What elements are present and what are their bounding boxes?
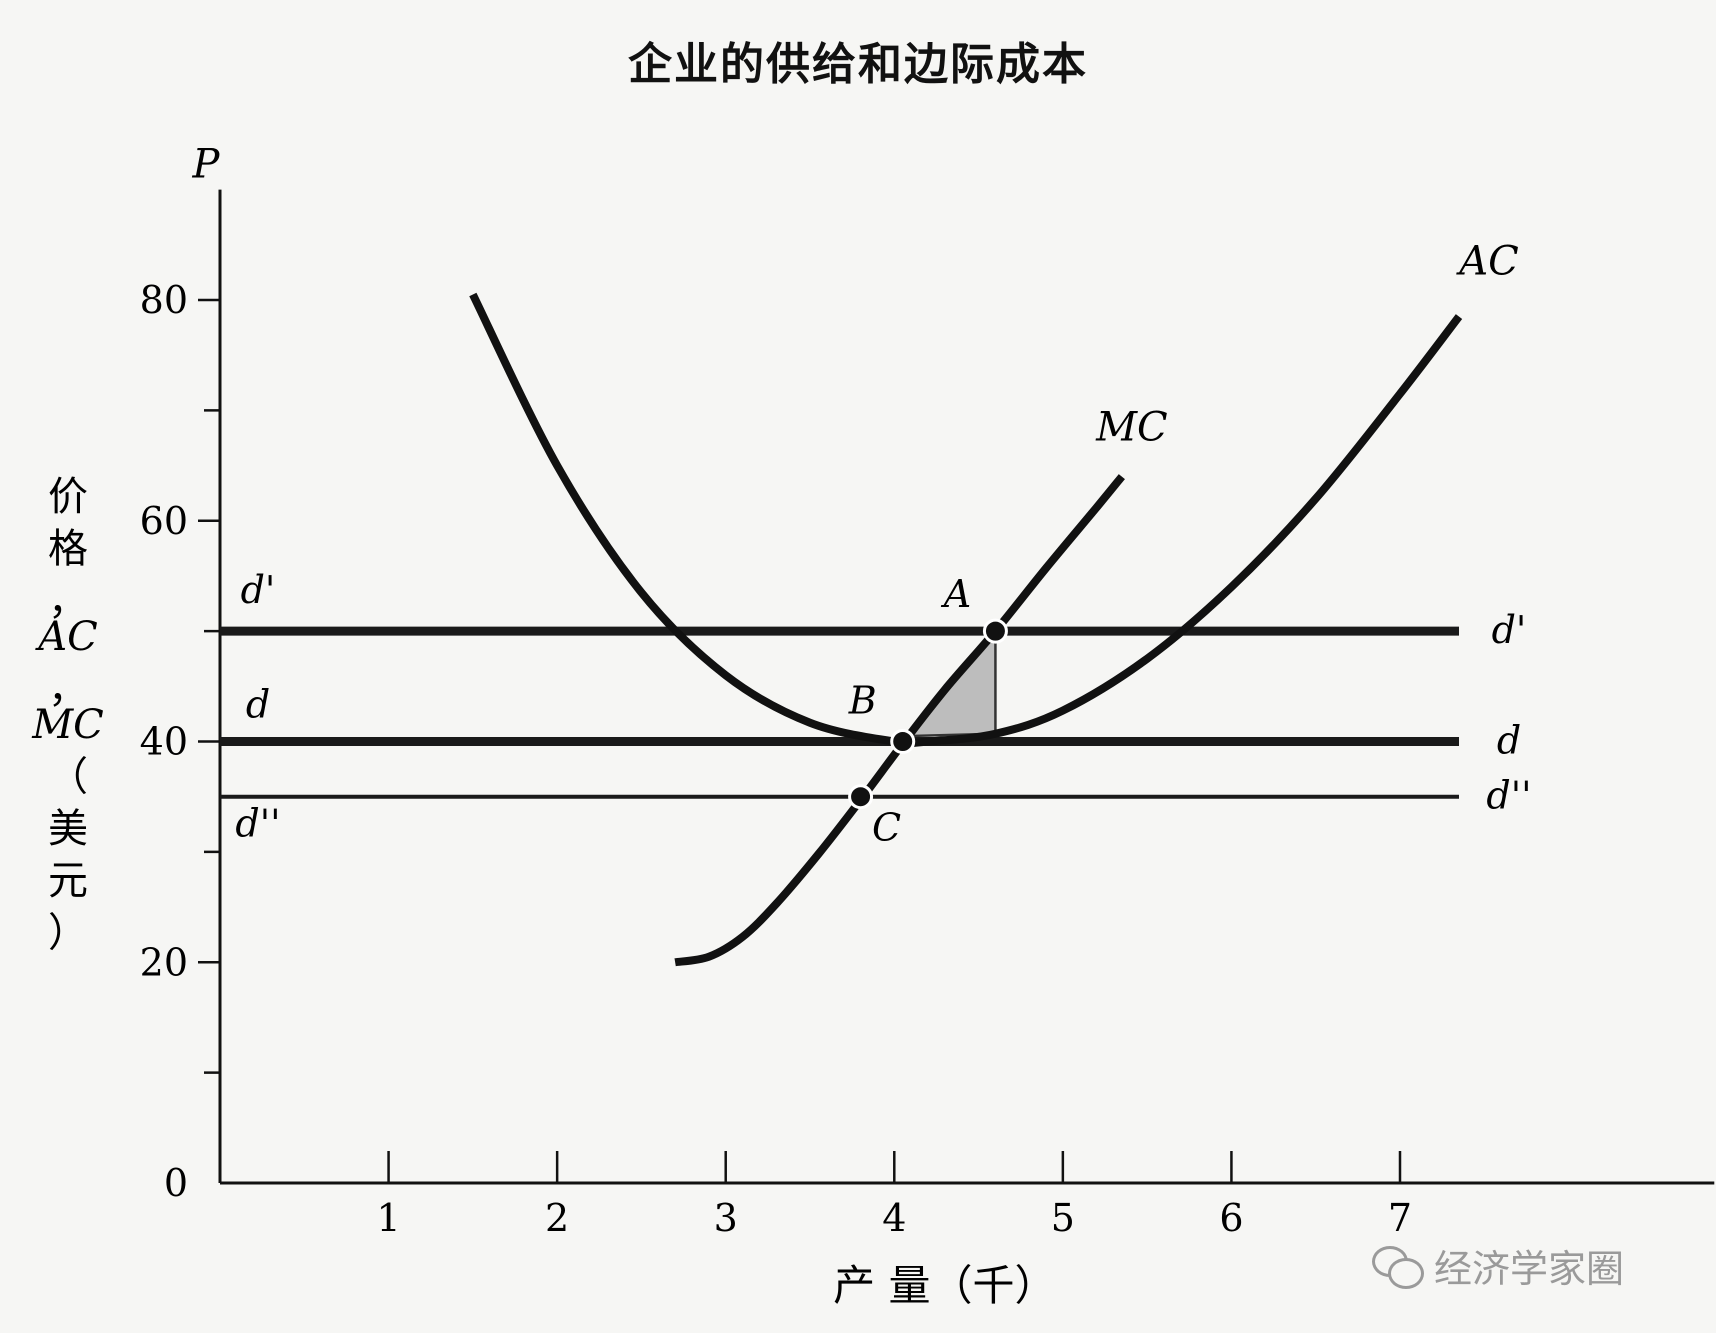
curve-label-ac: AC	[1455, 239, 1519, 285]
point-marker	[982, 618, 1008, 644]
point-marker	[848, 784, 874, 810]
y-axis-label-part: 元	[48, 858, 88, 904]
y-axis-label-part: ，	[48, 578, 88, 624]
y-axis-label-part: ）	[48, 910, 88, 956]
curve-ac	[469, 292, 1463, 748]
demand-label-right: d'	[1492, 608, 1527, 652]
watermark-text: 经济学家圈	[1434, 1247, 1625, 1291]
demand-label-left: d	[246, 683, 270, 727]
y-axis-label-part: AC	[34, 614, 98, 660]
x-tick-label: 6	[1219, 1196, 1243, 1240]
y-tick-label: 80	[140, 278, 188, 322]
y-tick-label: 60	[140, 499, 188, 543]
demand-label-left: d'	[241, 568, 276, 612]
y-axis-label-part: 美	[48, 806, 88, 852]
x-tick-label: 7	[1388, 1196, 1412, 1240]
point-marker	[890, 729, 916, 754]
point-label: C	[872, 806, 901, 850]
y-tick-label: 20	[140, 940, 188, 984]
demand-label-right: d''	[1486, 774, 1531, 818]
x-tick-label: 1	[376, 1196, 400, 1240]
y-tick-label: 40	[140, 720, 188, 764]
watermark: 经济学家圈	[1372, 1238, 1624, 1293]
x-tick-label: 4	[882, 1196, 906, 1240]
x-tick-label: 2	[545, 1196, 569, 1240]
y-axis-label-part: 格	[48, 526, 88, 572]
y-axis-label-part: 价	[48, 474, 88, 520]
curve-label-mc: MC	[1095, 405, 1168, 451]
y-axis-letter: P	[192, 142, 221, 188]
point-label: A	[941, 572, 971, 616]
x-tick-label: 3	[714, 1196, 738, 1240]
demand-label-left: d''	[235, 802, 280, 846]
x-axis-label: 产 量（千）	[833, 1261, 1056, 1310]
curve-mc	[674, 474, 1125, 967]
y-tick-label: 0	[164, 1161, 188, 1205]
x-tick-label: 5	[1051, 1196, 1075, 1240]
chart-title: 企业的供给和边际成本	[628, 39, 1088, 90]
point-label: B	[848, 679, 877, 723]
y-axis-label-part: MC	[31, 702, 104, 748]
y-axis-label-part: （	[48, 754, 88, 800]
y-axis-label-part: ，	[48, 666, 88, 712]
chat-bubbles-icon	[1372, 1244, 1424, 1289]
demand-label-right: d	[1497, 719, 1521, 763]
